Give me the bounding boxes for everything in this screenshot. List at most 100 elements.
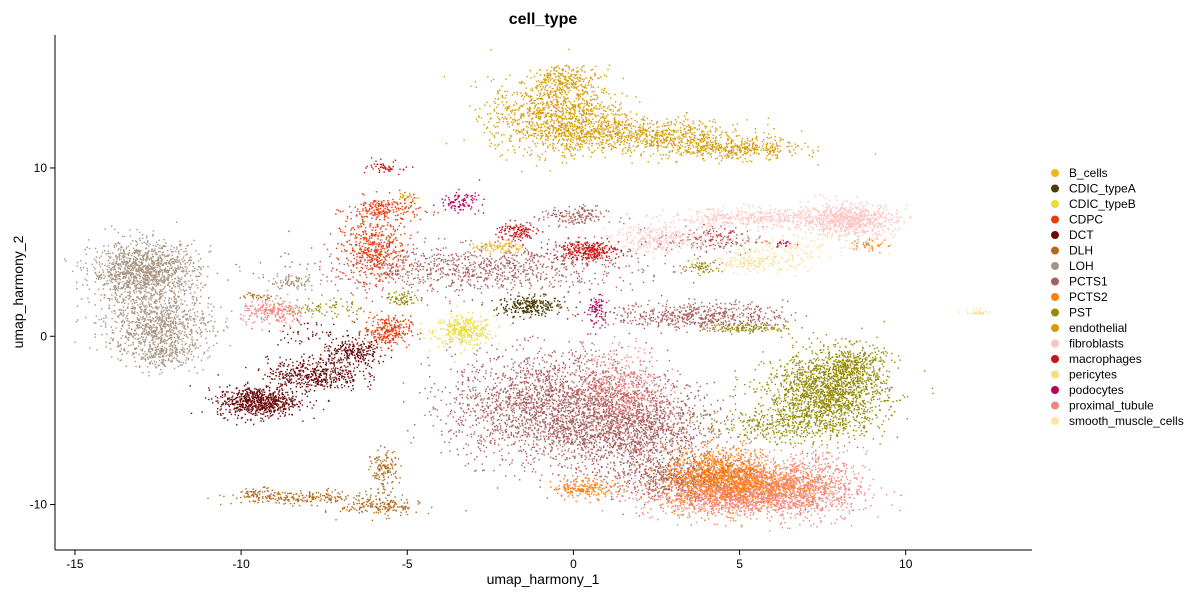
- data-point: [380, 505, 382, 507]
- data-point: [376, 467, 379, 469]
- data-point: [277, 403, 279, 406]
- data-point: [296, 374, 298, 377]
- data-point: [244, 398, 247, 401]
- data-point: [159, 296, 161, 298]
- data-point: [368, 500, 370, 502]
- data-point: [359, 492, 361, 494]
- data-point: [415, 511, 417, 513]
- data-point: [265, 411, 267, 413]
- data-point: [179, 240, 181, 243]
- data-point: [135, 299, 137, 301]
- data-point: [282, 410, 284, 412]
- data-point: [468, 320, 470, 322]
- data-point: [387, 469, 389, 471]
- data-point: [380, 227, 382, 229]
- data-point: [537, 305, 539, 307]
- data-point: [308, 380, 311, 382]
- data-point: [477, 329, 480, 331]
- data-point: [380, 251, 382, 253]
- data-point: [148, 291, 150, 293]
- data-point: [111, 273, 113, 276]
- data-point: [153, 288, 155, 291]
- data-point: [404, 208, 406, 210]
- data-point: [366, 261, 368, 264]
- data-point: [170, 248, 172, 251]
- data-point: [142, 287, 144, 290]
- data-point: [248, 496, 250, 498]
- data-point: [119, 242, 121, 245]
- data-point: [393, 332, 396, 335]
- data-point: [240, 398, 243, 400]
- data-point: [417, 500, 419, 502]
- data-point: [325, 493, 327, 495]
- data-point: [272, 497, 275, 500]
- data-point: [170, 290, 172, 292]
- data-point: [222, 403, 224, 406]
- data-point: [124, 268, 126, 270]
- data-point: [511, 245, 513, 247]
- data-point: [258, 403, 261, 406]
- data-point: [295, 390, 298, 393]
- data-point: [268, 496, 270, 498]
- data-point: [149, 297, 151, 300]
- data-point: [121, 261, 123, 263]
- data-point: [492, 250, 495, 252]
- data-point: [380, 445, 382, 447]
- data-point: [388, 502, 390, 504]
- data-point: [256, 408, 258, 410]
- data-point: [324, 346, 326, 349]
- data-point: [368, 244, 371, 246]
- data-point: [322, 385, 324, 387]
- data-point: [328, 354, 330, 356]
- data-point: [479, 329, 482, 331]
- data-point: [161, 247, 163, 250]
- data-point: [304, 374, 307, 377]
- data-point: [374, 475, 376, 477]
- data-point: [306, 499, 308, 501]
- data-point: [259, 388, 261, 390]
- data-point: [405, 323, 407, 325]
- data-point: [189, 262, 192, 264]
- data-point: [197, 287, 199, 289]
- data-point: [322, 378, 325, 380]
- data-point: [443, 328, 445, 330]
- data-point: [390, 266, 393, 268]
- data-point: [472, 333, 475, 335]
- data-point: [452, 333, 454, 335]
- data-point: [130, 265, 132, 267]
- data-point: [380, 248, 382, 250]
- data-point: [515, 248, 518, 251]
- data-point: [362, 351, 365, 353]
- data-point: [429, 332, 431, 334]
- data-point: [365, 202, 367, 204]
- data-point: [113, 266, 115, 269]
- data-point: [328, 494, 330, 497]
- data-point: [246, 407, 248, 409]
- data-point: [377, 212, 380, 214]
- data-point: [373, 351, 375, 353]
- data-point: [246, 388, 248, 390]
- data-point: [402, 314, 404, 316]
- data-point: [179, 245, 182, 247]
- data-point: [227, 403, 229, 405]
- data-point: [270, 399, 272, 401]
- data-point: [360, 235, 362, 237]
- data-point: [330, 378, 332, 381]
- data-point: [136, 258, 139, 260]
- series-points-DCT: [189, 319, 393, 426]
- data-point: [137, 281, 139, 283]
- data-point: [393, 319, 395, 321]
- data-point: [287, 341, 289, 344]
- data-point: [345, 381, 347, 383]
- data-point: [385, 238, 387, 240]
- data-point: [133, 261, 135, 263]
- data-point: [117, 286, 120, 288]
- data-point: [469, 341, 471, 344]
- data-point: [170, 334, 173, 336]
- data-point: [290, 378, 293, 380]
- data-point: [236, 417, 239, 419]
- data-point: [146, 267, 149, 269]
- data-point: [334, 499, 337, 501]
- data-point: [505, 239, 507, 241]
- data-point: [277, 405, 279, 408]
